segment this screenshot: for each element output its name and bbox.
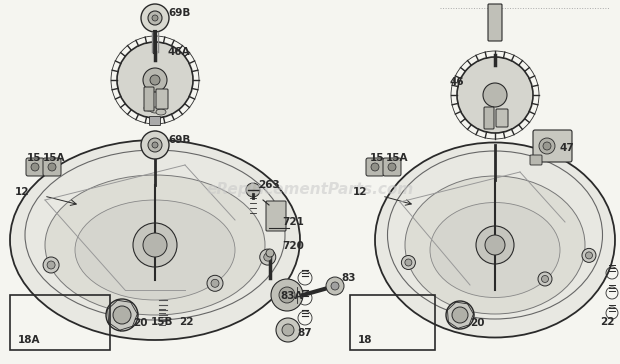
- Circle shape: [47, 261, 55, 269]
- Text: 69B: 69B: [168, 135, 190, 145]
- Circle shape: [148, 11, 162, 25]
- Text: 721: 721: [282, 217, 304, 227]
- Circle shape: [538, 272, 552, 286]
- Circle shape: [452, 307, 468, 323]
- Circle shape: [246, 183, 260, 197]
- Circle shape: [457, 57, 533, 133]
- Circle shape: [266, 249, 274, 257]
- Text: 83A: 83A: [280, 291, 303, 301]
- Circle shape: [476, 226, 514, 264]
- FancyBboxPatch shape: [488, 4, 502, 41]
- Circle shape: [31, 163, 39, 171]
- Circle shape: [541, 276, 549, 282]
- Circle shape: [133, 223, 177, 267]
- Text: 22: 22: [179, 317, 193, 327]
- Text: 69B: 69B: [168, 8, 190, 18]
- FancyBboxPatch shape: [26, 158, 44, 176]
- Text: 15B: 15B: [151, 317, 174, 327]
- Text: 83: 83: [341, 273, 355, 283]
- FancyBboxPatch shape: [383, 158, 401, 176]
- Circle shape: [117, 42, 193, 118]
- Circle shape: [141, 131, 169, 159]
- Text: 20: 20: [470, 318, 484, 328]
- Ellipse shape: [156, 109, 166, 115]
- Text: 12: 12: [15, 187, 30, 197]
- Text: 720: 720: [282, 241, 304, 251]
- FancyBboxPatch shape: [484, 107, 494, 129]
- FancyBboxPatch shape: [266, 201, 286, 231]
- Circle shape: [543, 142, 551, 150]
- Text: 47: 47: [560, 143, 575, 153]
- Circle shape: [446, 301, 474, 329]
- Circle shape: [371, 163, 379, 171]
- Text: 15: 15: [27, 153, 42, 163]
- Text: 46: 46: [450, 77, 464, 87]
- Circle shape: [143, 233, 167, 257]
- Text: 15: 15: [370, 153, 384, 163]
- Text: 12: 12: [353, 187, 368, 197]
- Ellipse shape: [75, 200, 235, 300]
- Bar: [350, 295, 435, 350]
- Ellipse shape: [45, 175, 265, 315]
- Circle shape: [582, 248, 596, 262]
- Text: 15A: 15A: [43, 153, 66, 163]
- Circle shape: [331, 282, 339, 290]
- FancyBboxPatch shape: [530, 155, 542, 165]
- Circle shape: [483, 83, 507, 107]
- FancyBboxPatch shape: [496, 109, 508, 127]
- Text: 263: 263: [258, 180, 280, 190]
- Ellipse shape: [10, 140, 300, 340]
- Circle shape: [485, 235, 505, 255]
- FancyBboxPatch shape: [144, 87, 154, 111]
- FancyBboxPatch shape: [366, 158, 384, 176]
- Circle shape: [271, 279, 303, 311]
- Circle shape: [585, 252, 593, 259]
- Circle shape: [401, 256, 415, 269]
- Circle shape: [279, 287, 295, 303]
- FancyBboxPatch shape: [43, 158, 61, 176]
- Circle shape: [539, 138, 555, 154]
- Circle shape: [43, 257, 59, 273]
- Circle shape: [150, 75, 160, 85]
- Circle shape: [405, 259, 412, 266]
- Text: 20: 20: [133, 318, 148, 328]
- Ellipse shape: [430, 202, 560, 297]
- FancyBboxPatch shape: [156, 89, 168, 109]
- Circle shape: [152, 15, 158, 21]
- Ellipse shape: [144, 105, 154, 111]
- Circle shape: [148, 138, 162, 152]
- Bar: [10, 295, 110, 350]
- Circle shape: [264, 253, 272, 261]
- Text: 18: 18: [358, 335, 373, 345]
- Text: 87: 87: [297, 328, 312, 338]
- Circle shape: [152, 142, 158, 148]
- Text: 46A: 46A: [168, 47, 190, 57]
- Circle shape: [282, 324, 294, 336]
- Ellipse shape: [405, 176, 585, 314]
- Circle shape: [211, 279, 219, 287]
- Text: 18A: 18A: [18, 335, 40, 345]
- Circle shape: [207, 275, 223, 291]
- FancyBboxPatch shape: [533, 130, 572, 162]
- FancyBboxPatch shape: [149, 116, 161, 126]
- Ellipse shape: [150, 107, 160, 113]
- Text: eReplacementParts.com: eReplacementParts.com: [206, 182, 414, 197]
- Circle shape: [141, 4, 169, 32]
- Circle shape: [106, 299, 138, 331]
- Text: 22: 22: [600, 317, 614, 327]
- Circle shape: [326, 277, 344, 295]
- Circle shape: [143, 68, 167, 92]
- Circle shape: [113, 306, 131, 324]
- Text: 15A: 15A: [386, 153, 409, 163]
- Ellipse shape: [375, 142, 615, 337]
- Circle shape: [48, 163, 56, 171]
- Circle shape: [388, 163, 396, 171]
- Circle shape: [276, 318, 300, 342]
- Circle shape: [260, 249, 276, 265]
